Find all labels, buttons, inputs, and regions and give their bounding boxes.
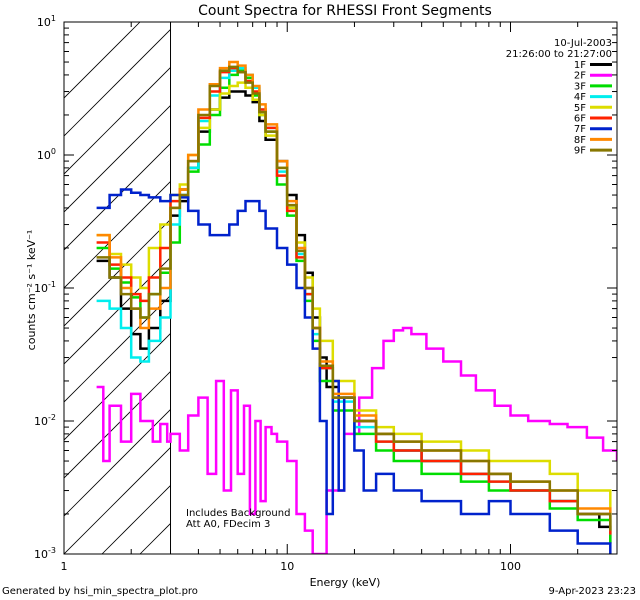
- legend-label-2F: 2F: [574, 71, 586, 82]
- annotation-attenuator: Att A0, FDecim 3: [186, 519, 270, 530]
- legend-label-6F: 6F: [574, 114, 586, 125]
- hatch-line: [64, 370, 171, 479]
- x-axis-label: Energy (keV): [310, 576, 381, 589]
- annotation-background: Includes Background: [186, 508, 290, 519]
- y-axis-label: counts cm⁻² s⁻¹ keV⁻¹: [25, 230, 38, 351]
- series-9F: [96, 65, 612, 531]
- hatch-line: [64, 66, 171, 175]
- footer-generated: Generated by hsi_min_spectra_plot.pro: [2, 586, 198, 597]
- legend-label-4F: 4F: [574, 92, 586, 103]
- legend-label-9F: 9F: [574, 146, 586, 157]
- hatch-line: [64, 218, 171, 327]
- legend-label-8F: 8F: [574, 135, 586, 146]
- x-tick-label: 1: [61, 560, 68, 573]
- hatch-line: [64, 104, 171, 213]
- legend-label-1F: 1F: [574, 60, 586, 71]
- x-axis: 1 10 100: [61, 22, 618, 573]
- header-time-range: 21:26:00 to 21:27:00: [506, 49, 612, 60]
- series-5F: [96, 81, 612, 514]
- legend-label-3F: 3F: [574, 81, 586, 92]
- legend-label-5F: 5F: [574, 103, 586, 114]
- legend-label-7F: 7F: [574, 124, 586, 135]
- x-tick-label: 10: [280, 560, 294, 573]
- footer-date: 9-Apr-2023 23:23: [549, 586, 636, 597]
- chart-title: Count Spectra for RHESSI Front Segments: [198, 3, 492, 19]
- hatch-line: [64, 408, 171, 517]
- x-tick-label: 100: [500, 560, 521, 573]
- header-date: 10-Jul-2003: [554, 38, 612, 49]
- hatch-line: [64, 446, 171, 554]
- series-7F: [96, 188, 612, 554]
- hatch-line: [64, 28, 171, 137]
- series-layer: [96, 60, 617, 554]
- series-2F: [96, 326, 617, 554]
